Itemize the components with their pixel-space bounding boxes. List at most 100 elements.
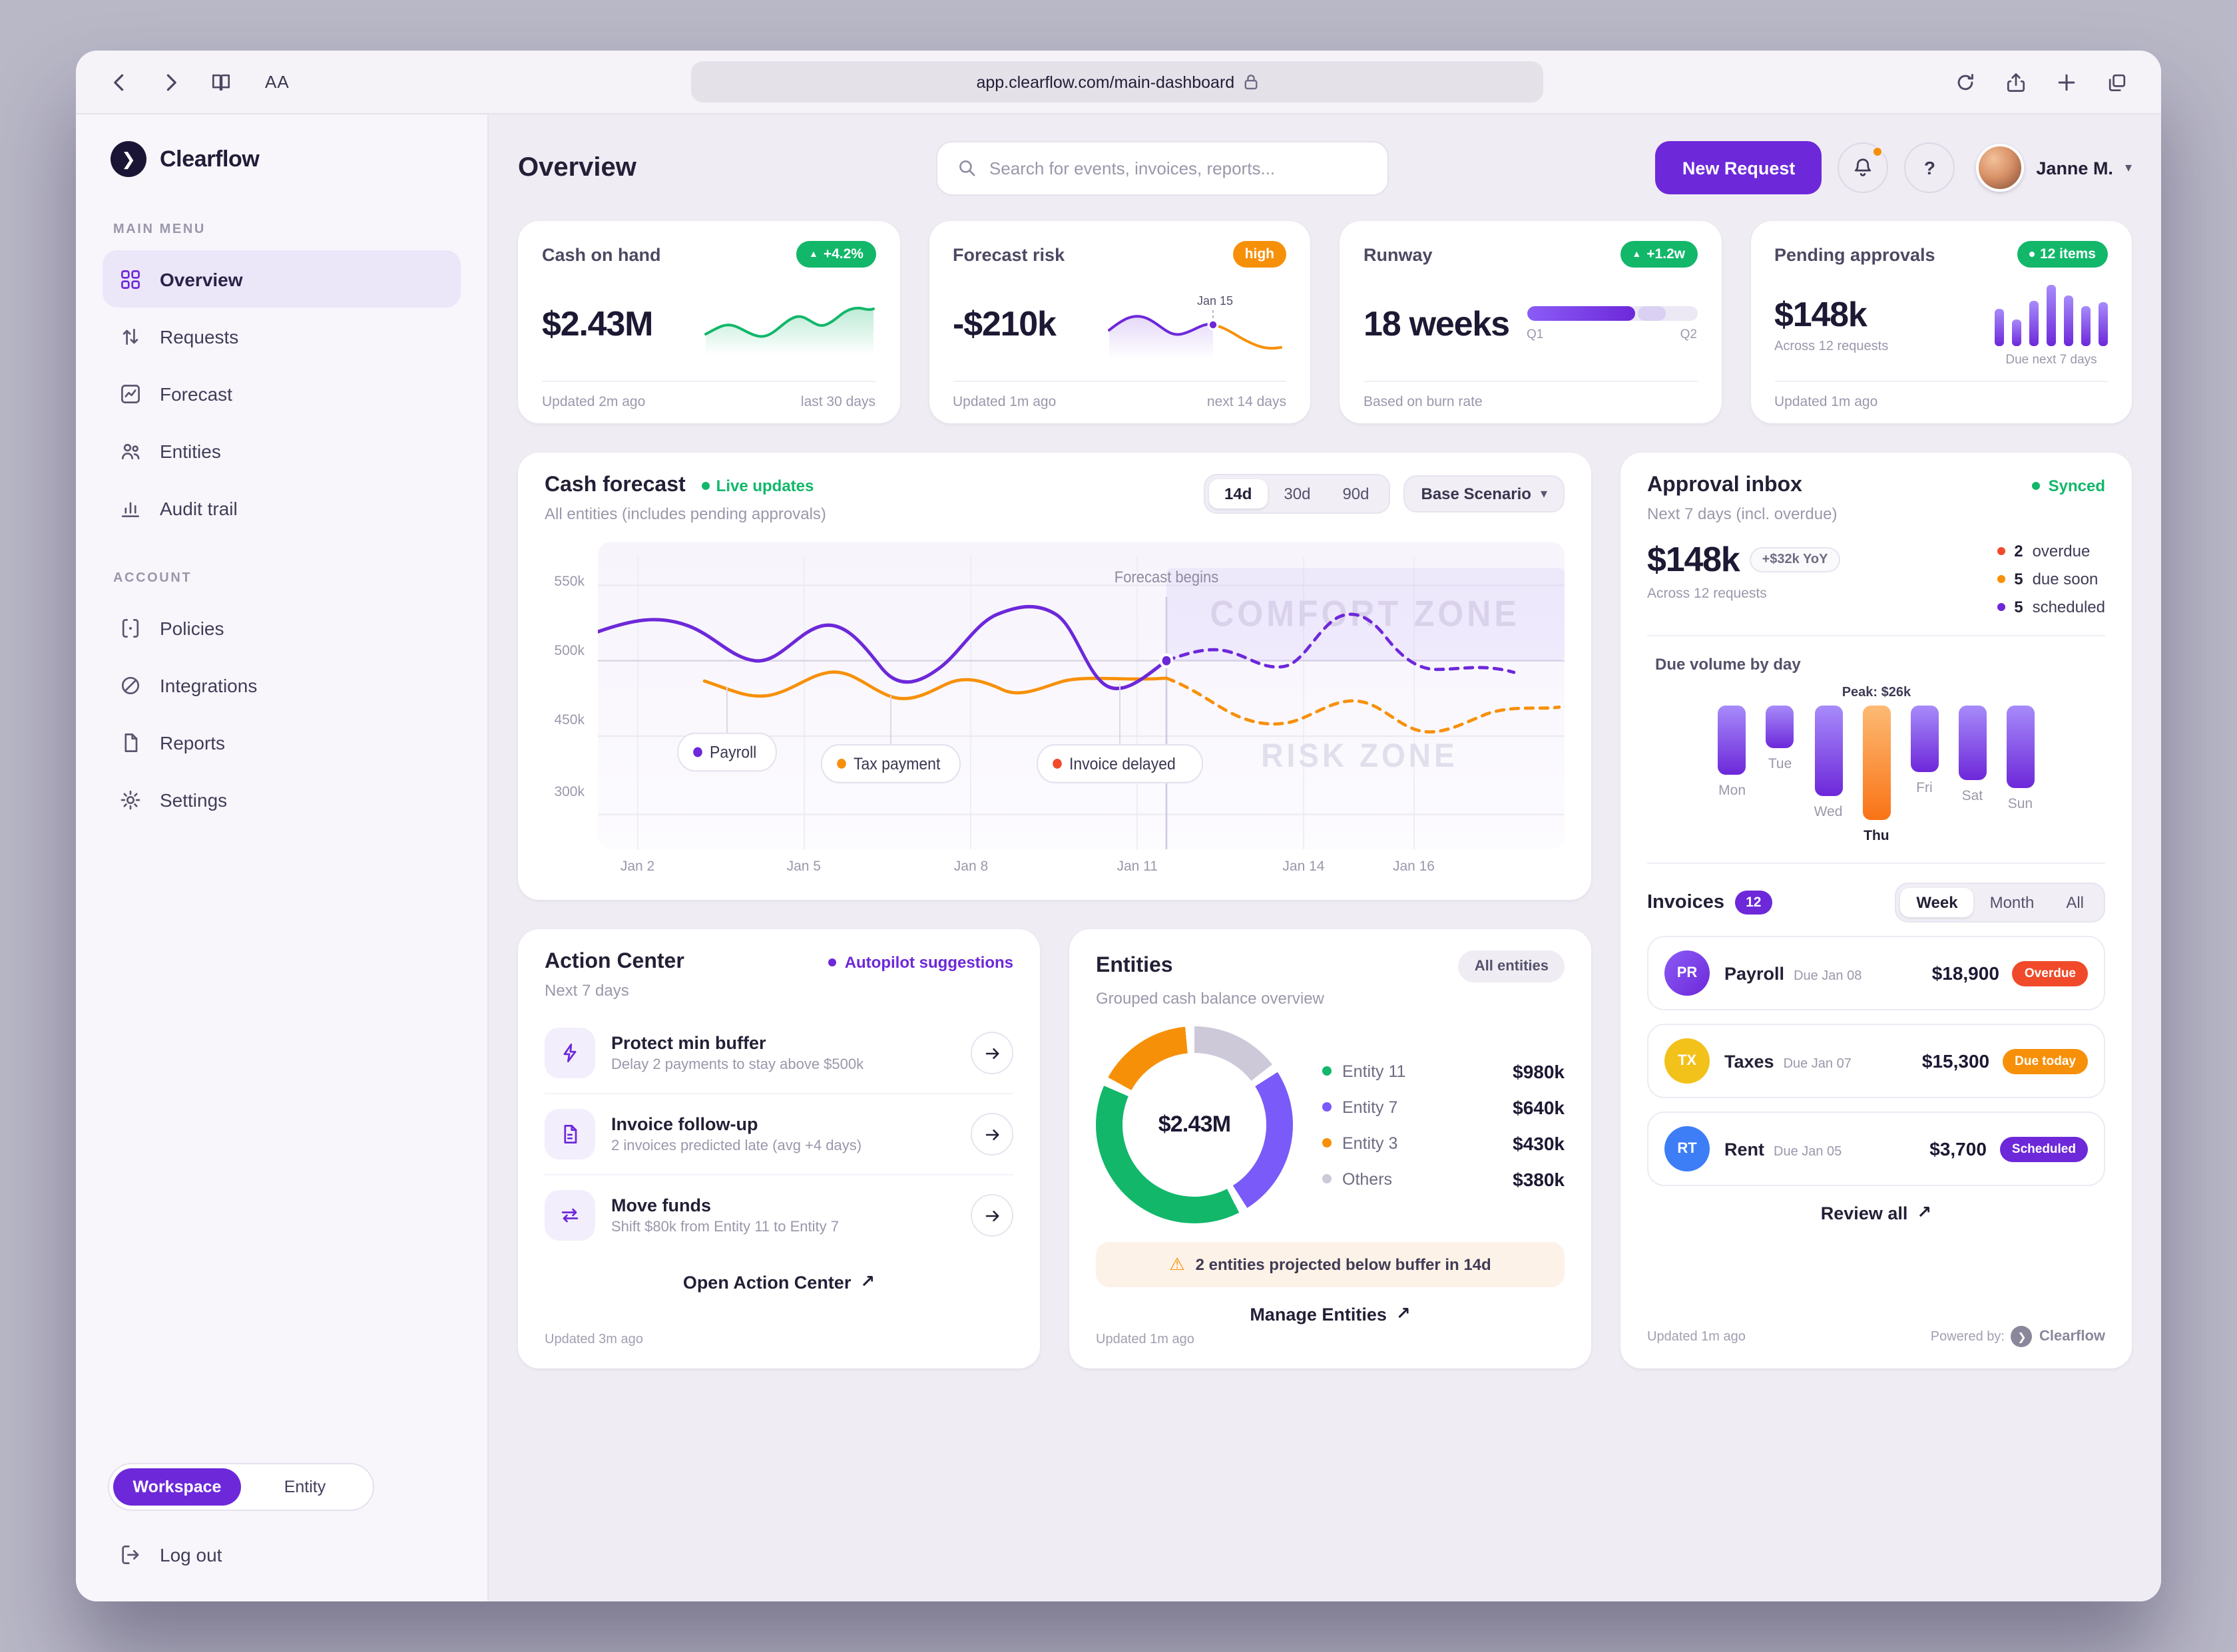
new-request-button[interactable]: New Request: [1655, 141, 1822, 194]
card-subtitle: Next 7 days: [545, 981, 629, 1000]
invoice-row-rent[interactable]: RT Rent Due Jan 05 $3,700 Scheduled: [1647, 1112, 2105, 1186]
toggle-workspace[interactable]: Workspace: [113, 1468, 241, 1506]
sidebar-item-integrations[interactable]: Integrations: [103, 656, 461, 714]
sidebar-item-overview[interactable]: Overview: [103, 250, 461, 308]
event-chip-invoice-delayed[interactable]: Invoice delayed: [1037, 744, 1203, 783]
arrow-right-button[interactable]: [971, 1032, 1013, 1074]
chevron-down-icon: ▾: [2124, 160, 2132, 175]
sidebar-item-label: Requests: [160, 325, 239, 347]
autopilot-tag: Autopilot suggestions: [828, 953, 1013, 972]
all-entities-chip[interactable]: All entities: [1458, 950, 1565, 982]
refresh-icon[interactable]: [1945, 62, 1985, 102]
back-icon[interactable]: [100, 62, 140, 102]
tab-14d[interactable]: 14d: [1208, 479, 1268, 509]
event-chip-tax-payment[interactable]: Tax payment: [821, 744, 961, 783]
invoice-row-taxes[interactable]: TX Taxes Due Jan 07 $15,300 Due today: [1647, 1024, 2105, 1098]
runway-end-label: Q2: [1680, 327, 1697, 342]
range-tabs: 14d 30d 90d: [1203, 474, 1391, 514]
action-item-invoice-followup[interactable]: Invoice follow-up 2 invoices predicted l…: [545, 1093, 1013, 1174]
tab-all[interactable]: All: [2066, 893, 2084, 912]
inbox-stats: 2 overdue 5 due soon 5 scheduled: [1997, 539, 2105, 616]
invoice-row-payroll[interactable]: PR Payroll Due Jan 08 $18,900 Overdue: [1647, 936, 2105, 1010]
transfer-icon: [545, 1190, 595, 1241]
arrow-right-button[interactable]: [971, 1113, 1013, 1155]
tab-30d[interactable]: 30d: [1284, 485, 1311, 503]
purple-dot-icon: [1997, 603, 2005, 611]
reports-icon: [124, 733, 138, 751]
entities-icon: [121, 443, 140, 459]
sidebar-item-forecast[interactable]: Forecast: [103, 365, 461, 422]
approval-inbox-card: Approval inbox Synced Next 7 days (incl.…: [1620, 453, 2132, 1368]
avatar: [1976, 144, 2025, 192]
page-header: Overview New Request ? Janne M. ▾: [518, 138, 2132, 197]
reading-list-icon[interactable]: [201, 62, 241, 102]
sidebar-item-policies[interactable]: Policies: [103, 599, 461, 656]
bell-icon: [1855, 158, 1871, 176]
action-item-protect-buffer[interactable]: Protect min buffer Delay 2 payments to s…: [545, 1013, 1013, 1093]
peak-label: Peak: $26k: [1842, 686, 1911, 700]
external-link-icon: ↗: [1917, 1202, 1932, 1222]
user-menu[interactable]: Janne M. ▾: [1976, 144, 2132, 192]
card-updated: Updated 1m ago: [1096, 1333, 1194, 1347]
tabs-overview-icon[interactable]: [2097, 62, 2137, 102]
sidebar-item-label: Forecast: [160, 383, 232, 404]
share-icon[interactable]: [1996, 62, 2036, 102]
kpi-caption: Due next 7 days: [2005, 352, 2097, 367]
action-item-move-funds[interactable]: Move funds Shift $80k from Entity 11 to …: [545, 1174, 1013, 1255]
notification-dot: [1872, 146, 1883, 157]
notifications-button[interactable]: [1838, 142, 1889, 193]
search-bar[interactable]: [935, 140, 1389, 195]
buffer-warning: ⚠ 2 entities projected below buffer in 1…: [1096, 1242, 1565, 1287]
sidebar-item-audit-trail[interactable]: Audit trail: [103, 479, 461, 536]
sidebar-item-requests[interactable]: Requests: [103, 308, 461, 365]
sidebar-item-entities[interactable]: Entities: [103, 422, 461, 479]
card-title: Approval inbox: [1647, 474, 1802, 497]
kpi-sub: Across 12 requests: [1774, 339, 1889, 354]
arrow-right-button[interactable]: [971, 1194, 1013, 1237]
legend-row: Entity 3 $430k: [1322, 1132, 1565, 1153]
manage-entities-link[interactable]: Manage Entities ↗: [1250, 1303, 1411, 1324]
tab-week[interactable]: Week: [1900, 888, 1974, 917]
kpi-range: last 30 days: [800, 394, 875, 410]
card-title: Cash forecast: [545, 474, 686, 497]
kpi-value: 18 weeks: [1364, 304, 1510, 343]
text-size-control[interactable]: AA: [265, 72, 290, 92]
legend-row: Others $380k: [1322, 1168, 1565, 1189]
open-action-center-link[interactable]: Open Action Center ↗: [682, 1271, 875, 1292]
workspace-entity-toggle: Workspace Entity: [108, 1463, 374, 1511]
requests-icon: [123, 327, 138, 345]
card-subtitle: Next 7 days (incl. overdue): [1647, 505, 1838, 523]
donut-total: $2.43M: [1158, 1112, 1231, 1137]
sidebar-item-label: Audit trail: [160, 497, 238, 518]
tab-90d[interactable]: 90d: [1342, 485, 1369, 503]
sidebar-item-reports[interactable]: Reports: [103, 714, 461, 771]
clearflow-logo-icon: ❯: [2011, 1326, 2033, 1347]
review-all-link[interactable]: Review all ↗: [1820, 1202, 1932, 1223]
forecast-point: [1159, 653, 1174, 669]
kpi-note: Based on burn rate: [1364, 394, 1483, 410]
invoice-avatar: PR: [1664, 950, 1710, 996]
items-badge: 12 items: [2017, 241, 2108, 268]
risk-zone-label: RISK ZONE: [1261, 737, 1457, 774]
event-chip-payroll[interactable]: Payroll: [677, 732, 777, 772]
card-title: Action Center: [545, 950, 684, 973]
logout-button[interactable]: Log out: [103, 1538, 461, 1572]
yoy-chip: +$32k YoY: [1750, 547, 1840, 572]
address-bar[interactable]: app.clearflow.com/main-dashboard: [691, 61, 1544, 103]
toggle-entity[interactable]: Entity: [284, 1478, 326, 1496]
logout-label: Log out: [160, 1544, 222, 1565]
sidebar-item-settings[interactable]: Settings: [103, 771, 461, 828]
search-input[interactable]: [989, 158, 1369, 178]
forward-icon[interactable]: [150, 62, 190, 102]
x-axis: Jan 2 Jan 5 Jan 8 Jan 11 Jan 14 Jan 16: [620, 859, 1435, 875]
scenario-select[interactable]: Base Scenario ▾: [1403, 475, 1565, 513]
search-icon: [959, 160, 975, 176]
svg-text:Payroll: Payroll: [710, 743, 756, 762]
help-button[interactable]: ?: [1904, 142, 1955, 193]
invoices-title: Invoices 12: [1647, 891, 1772, 915]
warning-icon: ⚠: [1169, 1254, 1185, 1274]
new-tab-icon[interactable]: [2047, 62, 2087, 102]
tab-month[interactable]: Month: [1989, 893, 2035, 912]
due-volume-chart: Mon Tue Wed Peak: $26k Thu Fri Sat Sun: [1647, 682, 2105, 844]
purple-dot-icon: [828, 958, 837, 966]
